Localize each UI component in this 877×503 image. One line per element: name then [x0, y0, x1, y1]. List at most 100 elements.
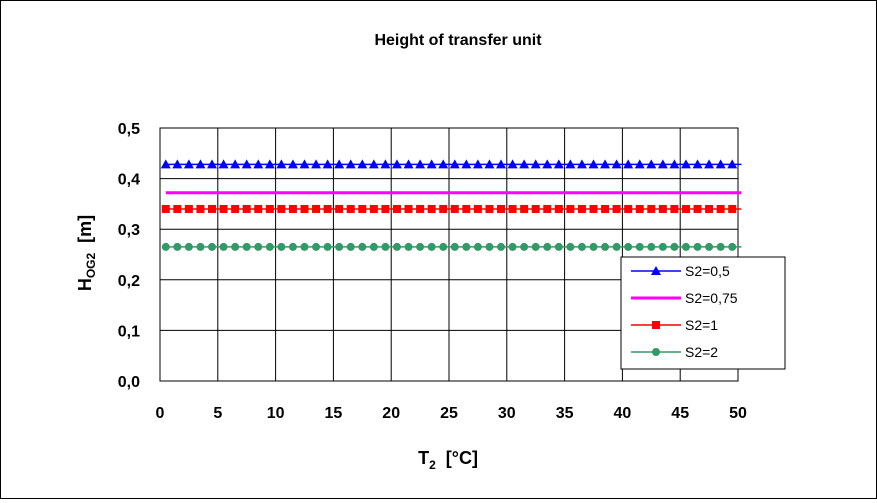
data-point — [520, 204, 529, 213]
data-point — [172, 159, 183, 169]
data-point — [358, 242, 367, 251]
x-axis-label-main: T — [418, 448, 429, 468]
y-tick-label: 0,5 — [118, 121, 140, 138]
x-tick-label: 30 — [498, 405, 516, 422]
data-point — [635, 204, 644, 213]
series-S2=2 — [161, 242, 742, 251]
data-point — [300, 204, 309, 213]
data-point — [680, 159, 691, 169]
data-point — [242, 204, 251, 213]
data-point — [381, 204, 390, 213]
data-point — [416, 204, 425, 213]
data-point — [160, 159, 171, 169]
data-point — [322, 159, 333, 169]
y-axis-label-sub: OG2 — [84, 253, 98, 279]
legend-marker — [652, 321, 660, 329]
data-point — [577, 242, 586, 251]
data-point — [508, 204, 517, 213]
data-point — [473, 204, 482, 213]
data-point — [242, 242, 251, 251]
y-tick-label: 0,1 — [118, 323, 140, 340]
data-point — [277, 204, 286, 213]
data-point — [692, 159, 703, 169]
data-point — [670, 242, 679, 251]
data-point — [265, 242, 274, 251]
data-point — [161, 242, 170, 251]
series-S2=0,5 — [160, 159, 742, 169]
x-tick-label: 25 — [440, 405, 458, 422]
data-point — [589, 242, 598, 251]
data-point — [634, 159, 645, 169]
data-point — [427, 242, 436, 251]
data-point — [357, 159, 368, 169]
data-point — [219, 242, 228, 251]
data-point — [705, 242, 714, 251]
y-tick-label: 0,2 — [118, 273, 140, 290]
data-point — [577, 204, 586, 213]
data-point — [230, 159, 241, 169]
data-point — [264, 159, 275, 169]
data-point — [195, 159, 206, 169]
data-point — [658, 204, 667, 213]
data-point — [219, 204, 228, 213]
data-point — [462, 204, 471, 213]
legend-label: S2=1 — [685, 317, 718, 333]
data-point — [207, 159, 218, 169]
x-axis-label: T2 [°C] — [418, 448, 478, 472]
series-layer — [160, 159, 742, 251]
data-point — [392, 242, 401, 251]
data-point — [704, 159, 715, 169]
data-point — [323, 242, 332, 251]
data-point — [553, 159, 564, 169]
data-point — [253, 159, 264, 169]
data-point — [254, 242, 263, 251]
data-point — [623, 159, 634, 169]
x-tick-label: 35 — [556, 405, 574, 422]
data-point — [161, 204, 170, 213]
data-point — [728, 242, 737, 251]
data-point — [380, 159, 391, 169]
data-point — [531, 204, 540, 213]
plot-border — [159, 127, 739, 382]
x-tick-label: 15 — [325, 405, 343, 422]
x-tick-label: 20 — [382, 405, 400, 422]
data-point — [184, 242, 193, 251]
data-point — [208, 242, 217, 251]
data-point — [335, 204, 344, 213]
x-tick-label: 10 — [267, 405, 285, 422]
data-point — [601, 204, 610, 213]
data-point — [485, 204, 494, 213]
data-point — [519, 159, 530, 169]
data-point — [312, 204, 321, 213]
x-axis-label-unit: [°C] — [446, 448, 478, 468]
data-point — [450, 242, 459, 251]
data-point — [693, 242, 702, 251]
data-point — [566, 242, 575, 251]
data-point — [554, 204, 563, 213]
data-point — [624, 204, 633, 213]
chart-title: Height of transfer unit — [374, 32, 542, 49]
data-point — [449, 159, 460, 169]
data-point — [715, 159, 726, 169]
data-point — [346, 204, 355, 213]
data-point — [231, 204, 240, 213]
data-point — [427, 204, 436, 213]
data-point — [646, 159, 657, 169]
data-point — [484, 159, 495, 169]
x-axis-label-sub: 2 — [429, 458, 436, 472]
legend-item: S2=0,75 — [631, 290, 738, 306]
data-point — [576, 159, 587, 169]
data-point — [196, 242, 205, 251]
data-point — [391, 159, 402, 169]
y-axis-label-main: H — [75, 278, 95, 291]
data-point — [565, 159, 576, 169]
data-point — [334, 159, 345, 169]
data-point — [635, 242, 644, 251]
data-point — [611, 159, 622, 169]
data-point — [173, 242, 182, 251]
data-point — [358, 204, 367, 213]
data-point — [288, 204, 297, 213]
data-point — [231, 242, 240, 251]
